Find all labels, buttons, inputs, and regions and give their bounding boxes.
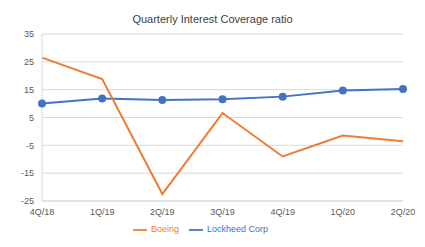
svg-text:15: 15 bbox=[24, 85, 34, 95]
svg-text:2Q/20: 2Q/20 bbox=[391, 207, 416, 217]
svg-text:2Q/19: 2Q/19 bbox=[150, 207, 175, 217]
svg-text:35: 35 bbox=[24, 29, 34, 39]
svg-text:4Q/19: 4Q/19 bbox=[270, 207, 295, 217]
svg-text:-25: -25 bbox=[21, 196, 34, 206]
svg-text:25: 25 bbox=[24, 57, 34, 67]
svg-text:4Q/18: 4Q/18 bbox=[30, 207, 55, 217]
svg-text:1Q/19: 1Q/19 bbox=[90, 207, 115, 217]
svg-text:-15: -15 bbox=[21, 168, 34, 178]
svg-text:5: 5 bbox=[29, 113, 34, 123]
svg-text:1Q/20: 1Q/20 bbox=[331, 207, 356, 217]
html-text:Quarterly Interest Coverage ra: Quarterly Interest Coverage ratio bbox=[132, 13, 293, 25]
svg-text:3Q/19: 3Q/19 bbox=[210, 207, 235, 217]
html-text:Boeing: Boeing bbox=[151, 224, 179, 235]
svg-text:-5: -5 bbox=[26, 141, 34, 151]
html-text:Lockheed Corp: Lockheed Corp bbox=[207, 224, 268, 235]
